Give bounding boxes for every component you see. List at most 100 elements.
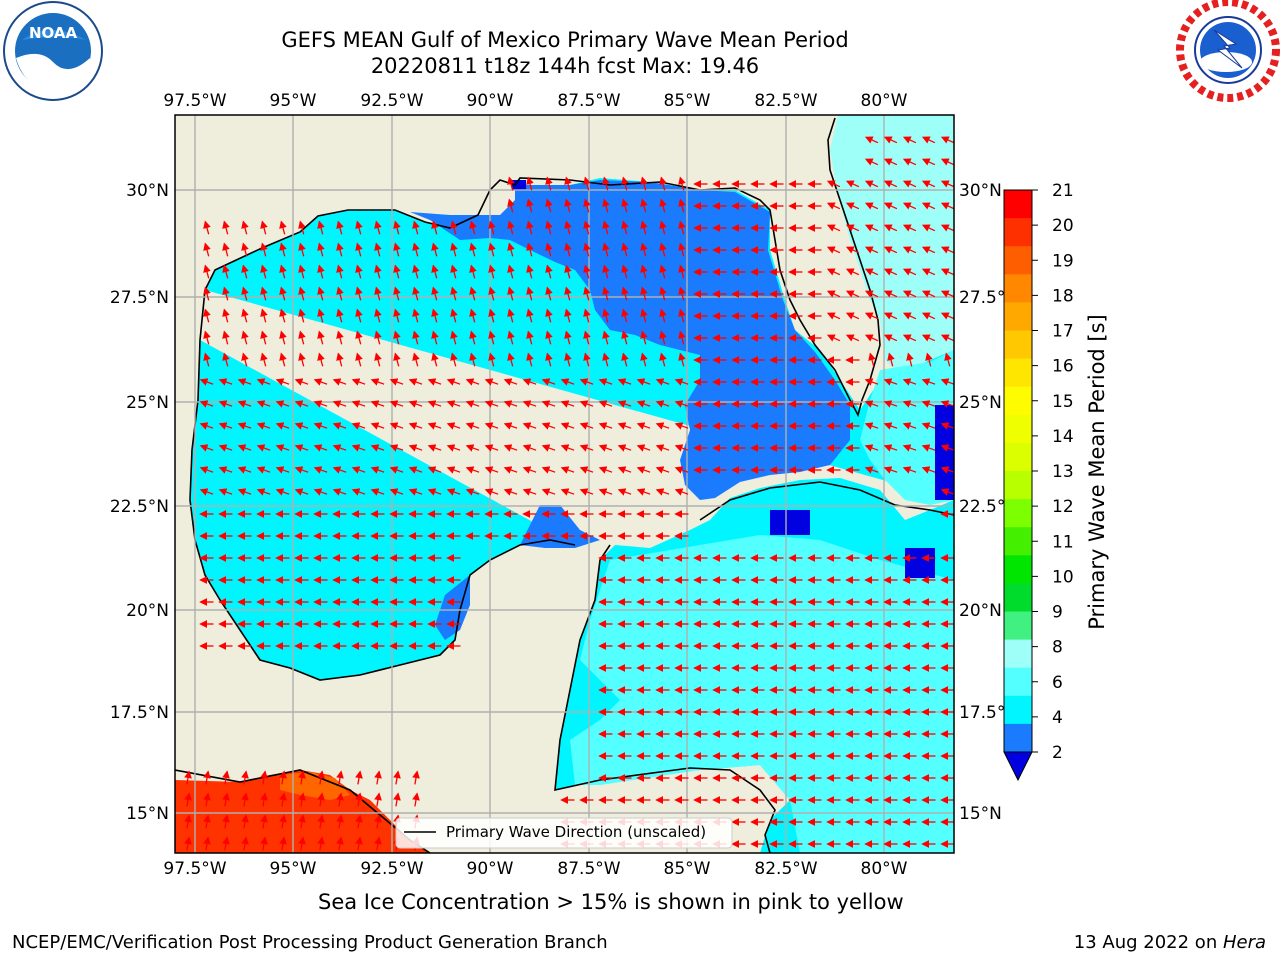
wave-direction-arrow [222, 770, 230, 785]
wave-direction-arrow [336, 352, 344, 367]
wave-direction-arrow [317, 792, 325, 807]
wave-direction-arrow [389, 466, 404, 474]
wave-direction-arrow [564, 330, 572, 345]
wave-direction-arrow [336, 220, 344, 235]
wave-direction-arrow [412, 352, 420, 367]
wave-direction-arrow [883, 290, 898, 298]
wave-direction-arrow [351, 488, 366, 496]
wave-direction-arrow [484, 400, 499, 408]
wave-direction-arrow [355, 352, 363, 367]
wave-direction-arrow [260, 836, 268, 851]
wave-direction-arrow [868, 352, 876, 367]
wave-direction-arrow [640, 242, 648, 257]
wave-direction-arrow [526, 176, 534, 191]
wave-direction-arrow [560, 488, 575, 496]
wave-direction-arrow [199, 378, 214, 386]
wave-direction-arrow [222, 308, 230, 323]
wave-direction-arrow [450, 242, 458, 257]
lon-label-bottom: 80°W [861, 859, 908, 879]
eastern-gulf-water [410, 180, 850, 500]
wave-direction-arrow [222, 330, 230, 345]
wave-direction-arrow [275, 422, 290, 430]
wave-direction-arrow [351, 378, 366, 386]
wave-direction-arrow [826, 334, 841, 342]
wave-direction-arrow [431, 330, 439, 345]
wave-direction-arrow [902, 334, 917, 342]
wave-direction-arrow [374, 814, 382, 829]
wave-direction-arrow [203, 286, 211, 301]
wave-direction-arrow [279, 352, 287, 367]
wave-direction-arrow [294, 422, 309, 430]
wave-direction-arrow [864, 290, 879, 298]
wave-direction-arrow [845, 202, 860, 210]
wave-direction-arrow [488, 220, 496, 235]
lon-label-top: 87.5°W [557, 91, 620, 111]
colorbar-tick-label: 8 [1052, 638, 1063, 658]
wave-direction-arrow [427, 488, 442, 496]
wave-direction-arrow [655, 422, 670, 430]
wave-direction-arrow [446, 378, 461, 386]
wave-direction-arrow [408, 378, 423, 386]
wave-direction-arrow [488, 286, 496, 301]
wave-direction-arrow [940, 202, 954, 210]
wave-direction-arrow [469, 220, 477, 235]
wave-direction-arrow [484, 422, 499, 430]
wave-direction-arrow [237, 466, 252, 474]
colorbar-segment [1004, 583, 1032, 612]
haiti-shadow-patch [905, 548, 935, 578]
wave-direction-arrow [864, 466, 879, 474]
lon-label-bottom: 85°W [664, 859, 711, 879]
title-line-1: GEFS MEAN Gulf of Mexico Primary Wave Me… [281, 28, 849, 52]
wave-direction-arrow [450, 330, 458, 345]
colorbar-segment [1004, 611, 1032, 641]
graticule [175, 115, 954, 853]
wave-direction-arrow [883, 378, 898, 386]
wave-direction-arrow [883, 136, 898, 144]
wave-direction-arrow [826, 224, 841, 232]
wave-direction-arrow [845, 312, 860, 320]
wave-direction-arrow [503, 488, 518, 496]
wave-direction-arrow [655, 378, 670, 386]
wave-direction-arrow [921, 268, 936, 276]
wave-direction-arrow [921, 246, 936, 254]
wave-direction-arrow [450, 352, 458, 367]
wave-direction-arrow [412, 264, 420, 279]
cayman-shadow-patch [770, 510, 810, 535]
colorbar-segment [1004, 723, 1032, 753]
wave-direction-arrow [294, 444, 309, 452]
wave-direction-arrow [393, 264, 401, 279]
campeche-water [435, 505, 600, 640]
wave-direction-arrow [902, 312, 917, 320]
wave-direction-arrow [579, 444, 594, 452]
wave-direction-arrow [355, 836, 363, 851]
lon-label-top: 80°W [861, 91, 908, 111]
wave-direction-arrow [883, 224, 898, 232]
wave-direction-arrow [218, 378, 233, 386]
colorbar-segment [1004, 527, 1032, 556]
wave-direction-arrow [256, 466, 271, 474]
wave-direction-arrow [469, 308, 477, 323]
map-frame [174, 114, 955, 854]
wave-direction-arrow [446, 444, 461, 452]
wave-direction-arrow [887, 352, 895, 367]
lat-label-right: 27.5°N [959, 288, 1018, 308]
wave-direction-arrow [370, 488, 385, 496]
wave-direction-arrow [355, 220, 363, 235]
wave-direction-arrow [465, 400, 480, 408]
wave-direction-arrow [902, 158, 917, 166]
wave-direction-arrow [237, 422, 252, 430]
wave-direction-arrow [617, 400, 632, 408]
wave-direction-arrow [507, 352, 515, 367]
wave-direction-arrow [241, 220, 249, 235]
bahamas-shadow-patch [935, 405, 954, 500]
wave-direction-arrow [564, 352, 572, 367]
wave-direction-arrow [336, 308, 344, 323]
wave-direction-arrow [275, 378, 290, 386]
wave-direction-arrow [541, 422, 556, 430]
colorbar-segment [1004, 218, 1032, 247]
wave-direction-arrow [579, 422, 594, 430]
wave-direction-arrow [826, 246, 841, 254]
wave-direction-arrow [621, 330, 629, 345]
colorbar-tick-label: 16 [1052, 357, 1074, 377]
wave-direction-arrow [298, 220, 306, 235]
